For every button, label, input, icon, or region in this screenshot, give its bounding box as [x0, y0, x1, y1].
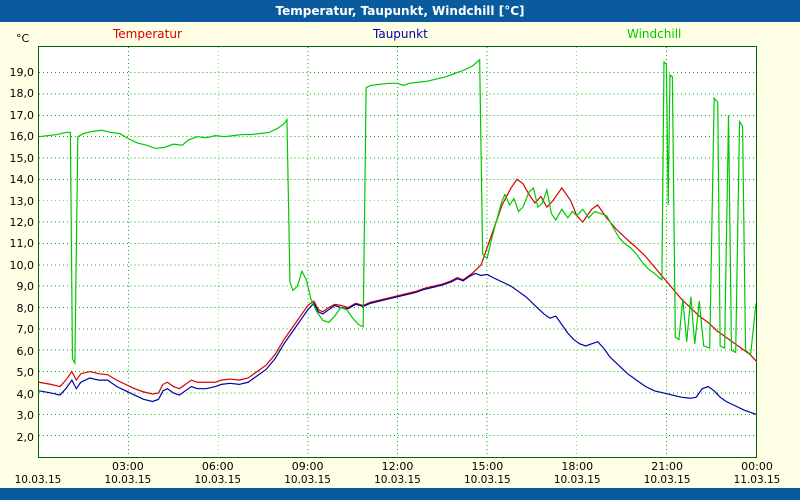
- x-tick-date: 10.03.15: [643, 474, 691, 486]
- y-tick-label: 13,0: [9, 194, 35, 208]
- window-title: Temperatur, Taupunkt, Windchill [°C]: [275, 4, 525, 18]
- bottom-bar: [0, 488, 800, 500]
- legend-taupunkt: Taupunkt: [373, 27, 428, 41]
- legend-windchill: Windchill: [627, 27, 682, 41]
- x-tick-time: 15:00: [471, 460, 504, 473]
- y-tick-label: 19,0: [9, 65, 35, 79]
- x-tick-date: 10.03.15: [14, 474, 62, 486]
- x-tick-date: 10.03.15: [194, 474, 242, 486]
- y-tick-label: 7,0: [16, 323, 35, 337]
- x-tick-date: 10.03.15: [553, 474, 601, 486]
- y-tick-label: 12,0: [9, 215, 35, 229]
- legend-temperatur: Temperatur: [113, 27, 182, 41]
- y-tick-label: 5,0: [16, 366, 35, 380]
- y-tick-label: 11,0: [9, 237, 35, 251]
- x-tick-date: 10.03.15: [463, 474, 511, 486]
- x-tick-time: 00:00: [741, 460, 773, 473]
- y-tick-label: 4,0: [16, 387, 35, 401]
- y-tick-label: 8,0: [16, 301, 35, 315]
- y-tick-label: 15,0: [9, 151, 35, 165]
- y-tick-label: 17,0: [9, 108, 35, 122]
- x-tick-time: 18:00: [561, 460, 594, 473]
- x-tick-time: 03:00: [112, 460, 144, 473]
- y-tick-label: 9,0: [16, 280, 35, 294]
- title-bar: Temperatur, Taupunkt, Windchill [°C]: [0, 0, 800, 22]
- y-tick-label: 10,0: [9, 258, 35, 272]
- y-tick-label: 6,0: [16, 344, 35, 358]
- y-tick-label: 16,0: [9, 130, 35, 144]
- x-tick-date: 10.03.15: [374, 474, 421, 486]
- series-line-taupunkt: [39, 272, 756, 415]
- x-tick-date: 10.03.15: [104, 474, 152, 486]
- y-axis-unit-label: °C: [16, 32, 30, 45]
- x-tick-time: 12:00: [381, 460, 414, 473]
- chart-canvas: [39, 47, 756, 457]
- x-tick-time: 09:00: [291, 460, 324, 473]
- x-tick-date: 11.03.15: [733, 474, 781, 486]
- series-line-temperatur: [39, 178, 756, 395]
- y-tick-label: 2,0: [16, 430, 35, 444]
- series-line-windchill: [39, 58, 756, 366]
- x-tick-time: 06:00: [201, 460, 234, 473]
- x-tick-date: 10.03.15: [284, 474, 331, 486]
- y-tick-label: 3,0: [16, 409, 35, 423]
- plot-area: [38, 46, 757, 458]
- x-tick-time: 21:00: [651, 460, 683, 473]
- y-tick-label: 18,0: [9, 87, 35, 101]
- y-tick-label: 14,0: [9, 173, 35, 187]
